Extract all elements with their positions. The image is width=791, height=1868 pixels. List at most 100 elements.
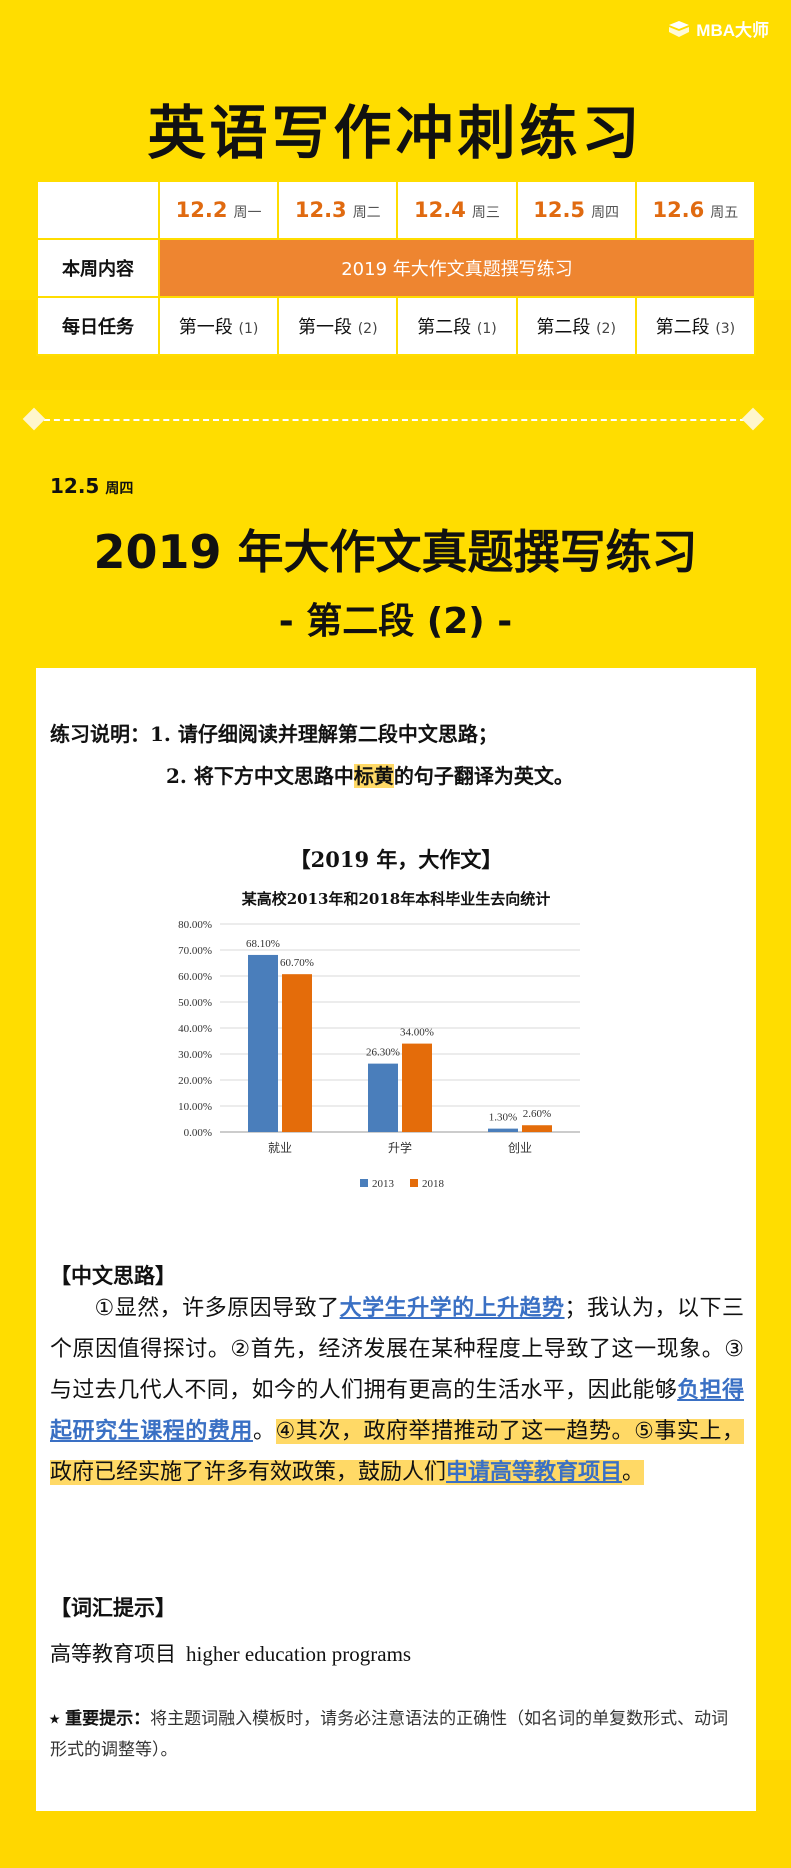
vocab-english: higher education programs: [186, 1642, 412, 1666]
cube-logo-icon: [669, 20, 690, 37]
task-number: (2): [596, 321, 616, 337]
x-tick-label: 创业: [508, 1141, 532, 1155]
y-tick-label: 50.00%: [178, 997, 212, 1009]
weekly-content-cell: 2019 年大作文真题撰写练习: [158, 238, 756, 298]
key-phrase: 负担得起研究生课程的费用: [50, 1378, 744, 1444]
schedule-corner-cell: [36, 180, 160, 240]
data-label: 60.70%: [280, 957, 314, 969]
brand-logo: MBA大师: [668, 16, 769, 41]
y-tick-label: 70.00%: [178, 945, 212, 957]
date-value: 12.2: [175, 198, 228, 222]
task-cell: 第二段 (3): [634, 296, 757, 356]
schedule-date-row: 12.2 周一 12.3 周二 12.4 周三 12.5 周四 12.6 周五: [36, 180, 757, 240]
task-number: (1): [238, 321, 259, 337]
vocab-chinese: 高等教育项目: [50, 1642, 176, 1666]
legend-label: 2018: [422, 1178, 445, 1190]
highlighted-key-phrase: 申请高等教育项目: [446, 1460, 623, 1485]
y-tick-label: 10.00%: [178, 1101, 212, 1113]
section-title: 2019 年大作文真题撰写练习: [93, 525, 698, 579]
y-tick-label: 30.00%: [178, 1049, 212, 1061]
chart-heading: 【2019 年，大作文】: [289, 847, 503, 872]
content-card: 练习说明：1. 请仔细阅读并理解第二段中文思路； 2. 将下方中文思路中标黄的句…: [36, 668, 756, 1811]
y-tick-label: 60.00%: [178, 971, 212, 983]
schedule-task-row: 每日任务 第一段 (1) 第一段 (2) 第二段 (1) 第二段 (2) 第二段…: [36, 296, 757, 356]
weekday: 周三: [471, 205, 500, 221]
date-cell: 12.2 周一: [157, 180, 280, 240]
x-tick-label: 就业: [268, 1141, 292, 1155]
task-cell: 第一段 (1): [157, 296, 280, 356]
legend-swatch: [360, 1179, 368, 1187]
weekday: 周二: [352, 205, 381, 221]
task-name: 第二段: [417, 317, 472, 338]
vocab-heading: 【词汇提示】: [50, 1596, 176, 1620]
task-name: 第二段: [536, 317, 591, 338]
task-cell: 第二段 (1): [396, 296, 518, 356]
data-label: 68.10%: [246, 938, 280, 950]
y-tick-label: 40.00%: [178, 1023, 212, 1035]
legend-swatch: [410, 1179, 418, 1187]
legend-label: 2013: [372, 1178, 395, 1190]
data-label: 1.30%: [489, 1112, 517, 1124]
task-number: (3): [715, 321, 736, 337]
weekday: 周一: [233, 205, 262, 221]
chart-title: 某高校2013年和2018年本科毕业生去向统计: [241, 890, 551, 908]
bar-2018: [402, 1043, 432, 1132]
task-cell: 第二段 (2): [515, 296, 637, 356]
data-label: 2.60%: [523, 1108, 551, 1120]
instruction-text: 2. 将下方中文思路中: [166, 764, 354, 788]
date-cell: 12.6 周五: [634, 180, 757, 240]
key-phrase: 大学生升学的上升趋势: [339, 1296, 565, 1321]
date-cell: 12.5 周四: [515, 180, 637, 240]
instruction-line-2: 2. 将下方中文思路中标黄的句子翻译为英文。: [166, 760, 574, 789]
text-segment: ①显然，许多原因导致了: [94, 1296, 340, 1321]
bar-2018: [522, 1125, 552, 1132]
data-label: 26.30%: [366, 1047, 400, 1059]
x-tick-label: 升学: [388, 1140, 412, 1155]
tip-label: ⭑ 重要提示：: [50, 1709, 151, 1729]
instruction-line-1: 练习说明：1. 请仔细阅读并理解第二段中文思路；: [50, 718, 498, 747]
highlighted-sentence: 。: [622, 1460, 645, 1485]
task-number: (1): [476, 321, 497, 337]
logo-text: MBA大师: [696, 21, 769, 40]
tip-text: 将主题词融入模板时，请务必注意语法的正确性（如名词的单复数形式、动词形式的调整等…: [50, 1709, 729, 1760]
text-segment: ；我认为，以下三个原因值得探讨。②首先，经济发展在某种程度上导致了这一现象。③与…: [50, 1296, 744, 1403]
diamond-icon: [741, 407, 765, 431]
text-segment: 。: [252, 1419, 276, 1444]
y-tick-label: 0.00%: [184, 1127, 212, 1139]
dashed-divider: [34, 419, 756, 421]
section-subtitle: - 第二段 (2) -: [278, 601, 513, 642]
thinking-paragraph: ①显然，许多原因导致了大学生升学的上升趋势；我认为，以下三个原因值得探讨。②首先…: [50, 1288, 744, 1493]
weekday: 周四: [591, 205, 620, 221]
date-cell: 12.4 周三: [396, 180, 518, 240]
task-name: 第一段: [178, 317, 233, 338]
task-number: (2): [357, 321, 378, 337]
instruction-highlight: 标黄: [353, 764, 394, 788]
date-value: 12.3: [294, 198, 347, 222]
section-date-value: 12.5: [50, 474, 100, 498]
instruction-text: 的句子翻译为英文。: [393, 764, 574, 788]
bar-2013: [488, 1128, 518, 1132]
task-name: 第二段: [655, 317, 710, 338]
page-title: 英语写作冲刺练习: [147, 99, 644, 167]
weekday: 周五: [710, 205, 739, 221]
important-tip: ⭑ 重要提示：将主题词融入模板时，请务必注意语法的正确性（如名词的单复数形式、动…: [50, 1704, 744, 1766]
instruction-item-1: 1. 请仔细阅读并理解第二段中文思路；: [150, 722, 498, 746]
row-label-weekly-content: 本周内容: [36, 238, 160, 298]
y-tick-label: 80.00%: [178, 919, 212, 931]
data-label: 34.00%: [400, 1027, 434, 1039]
bar-2018: [282, 974, 312, 1132]
date-value: 12.4: [414, 198, 466, 222]
section-weekday: 周四: [105, 481, 134, 497]
bar-2013: [248, 954, 278, 1132]
date-value: 12.5: [533, 198, 586, 222]
bar-chart: 0.00% 10.00% 20.00% 30.00% 40.00% 50.00% 60.00…: [178, 919, 580, 1190]
schedule-content-row: 本周内容 2019 年大作文真题撰写练习: [36, 238, 756, 298]
date-value: 12.6: [652, 198, 705, 222]
task-name: 第一段: [297, 317, 352, 338]
bar-2013: [368, 1063, 398, 1132]
diamond-icon: [22, 407, 46, 431]
thinking-heading: 【中文思路】: [50, 1264, 176, 1288]
schedule-table: 12.2 周一 12.3 周二 12.4 周三 12.5 周四 12.6 周五 本周内容 …: [36, 180, 757, 356]
task-cell: 第一段 (2): [277, 296, 399, 356]
y-tick-label: 20.00%: [178, 1075, 212, 1087]
